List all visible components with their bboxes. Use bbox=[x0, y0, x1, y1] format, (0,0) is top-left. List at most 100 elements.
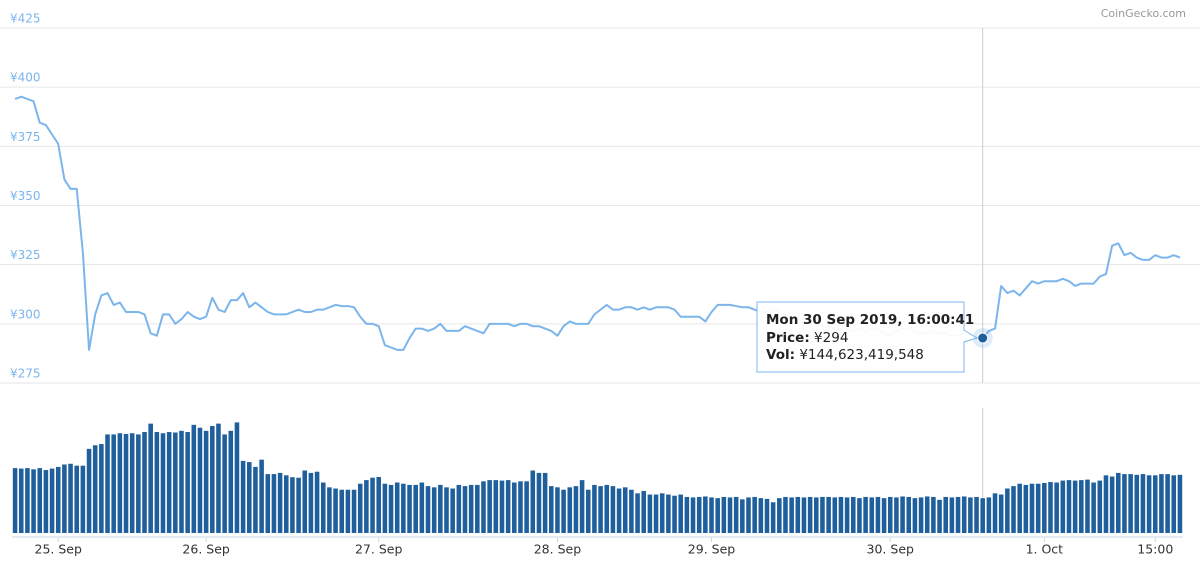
x-tick-label: 26. Sep bbox=[182, 542, 229, 557]
volume-bar bbox=[339, 489, 345, 533]
x-tick-label: 28. Sep bbox=[534, 542, 581, 557]
volume-bar bbox=[1140, 474, 1146, 533]
volume-bar bbox=[345, 489, 351, 533]
volume-bar bbox=[1128, 474, 1133, 533]
volume-bar bbox=[715, 498, 720, 533]
volume-bar bbox=[1079, 480, 1084, 533]
volume-bar bbox=[407, 484, 412, 533]
volume-bar bbox=[86, 448, 92, 533]
volume-bar bbox=[647, 494, 653, 533]
volume-bar bbox=[357, 483, 363, 533]
volume-bar bbox=[709, 497, 714, 533]
volume-bar bbox=[789, 497, 794, 533]
volume-bar bbox=[462, 486, 468, 533]
volume-bar bbox=[265, 474, 271, 533]
volume-bar bbox=[561, 489, 566, 533]
volume-bar bbox=[703, 496, 708, 533]
volume-bar bbox=[1146, 475, 1152, 533]
volume-bar bbox=[493, 480, 499, 533]
volume-bar bbox=[721, 496, 727, 533]
volume-bar bbox=[690, 497, 696, 533]
y-tick-label: ¥400 bbox=[10, 71, 41, 85]
y-tick-label: ¥375 bbox=[10, 130, 41, 144]
volume-bar bbox=[456, 484, 462, 533]
volume-bar bbox=[12, 468, 18, 533]
y-tick-label: ¥275 bbox=[10, 367, 41, 381]
volume-bar bbox=[1011, 486, 1016, 533]
volume-bar bbox=[210, 426, 215, 533]
volume-bar bbox=[1103, 475, 1109, 533]
tooltip-box bbox=[756, 301, 965, 373]
volume-bar bbox=[740, 499, 745, 533]
volume-bar bbox=[1048, 482, 1053, 533]
tooltip-row: Vol: ¥144,623,419,548 bbox=[766, 347, 924, 363]
volume-bar bbox=[900, 496, 905, 533]
volume-bar bbox=[308, 472, 314, 533]
volume-bar bbox=[530, 470, 536, 533]
volume-bar bbox=[968, 497, 973, 533]
y-tick-label: ¥325 bbox=[10, 248, 41, 262]
volume-bar bbox=[1097, 480, 1103, 533]
volume-bar bbox=[955, 496, 961, 533]
volume-bar bbox=[850, 496, 856, 533]
volume-bar bbox=[49, 468, 55, 533]
volume-bar bbox=[641, 490, 647, 533]
volume-bar bbox=[142, 432, 147, 533]
volume-bar bbox=[795, 496, 801, 533]
volume-bar bbox=[585, 489, 591, 533]
volume-bar bbox=[18, 468, 24, 533]
hover-point bbox=[977, 332, 989, 344]
tooltip-row: Price: ¥294 bbox=[766, 330, 848, 346]
volume-bar bbox=[881, 498, 887, 533]
volume-bar bbox=[290, 477, 295, 533]
volume-bar bbox=[1122, 474, 1127, 533]
volume-bar bbox=[622, 487, 628, 533]
volume-bar bbox=[555, 487, 560, 533]
x-tick-label: 15:00 bbox=[1137, 542, 1173, 557]
volume-bar bbox=[450, 488, 455, 533]
volume-bar bbox=[1042, 483, 1047, 533]
volume-bar bbox=[1066, 480, 1072, 533]
tooltip-value: ¥294 bbox=[814, 330, 848, 346]
volume-bar bbox=[129, 433, 135, 533]
volume-bar bbox=[838, 496, 844, 533]
x-tick-label: 30. Sep bbox=[867, 542, 914, 557]
volume-bar bbox=[887, 496, 893, 533]
volume-bar bbox=[943, 496, 948, 533]
volume-bar bbox=[629, 489, 634, 533]
volume-bar bbox=[524, 481, 529, 533]
volume-bar bbox=[253, 466, 258, 533]
volume-bar bbox=[431, 487, 437, 533]
volume-bar bbox=[505, 480, 511, 533]
volume-bar bbox=[598, 486, 603, 533]
volume-bar bbox=[154, 432, 160, 533]
volume-bar bbox=[296, 477, 301, 533]
volume-bar bbox=[542, 472, 548, 533]
volume-bar bbox=[302, 470, 308, 533]
volume-bar bbox=[105, 434, 110, 533]
x-tick-label: 1. Oct bbox=[1026, 542, 1064, 557]
volume-bar bbox=[733, 496, 739, 533]
volume-bar bbox=[234, 422, 240, 533]
volume-bar bbox=[1152, 475, 1158, 533]
volume-bar bbox=[875, 496, 881, 533]
y-tick-label: ¥300 bbox=[10, 307, 41, 321]
tooltip-label: Vol: bbox=[766, 347, 795, 363]
volume-bar bbox=[283, 475, 289, 533]
volume-bar bbox=[68, 463, 73, 533]
volume-bar bbox=[370, 477, 375, 533]
volume-bar bbox=[74, 465, 79, 533]
x-tick-label: 27. Sep bbox=[355, 542, 402, 557]
volume-bar bbox=[327, 487, 332, 533]
volume-bar bbox=[672, 495, 677, 533]
volume-bar bbox=[1165, 474, 1170, 533]
volume-bar bbox=[31, 469, 36, 533]
credit[interactable]: CoinGecko.com bbox=[1101, 7, 1186, 20]
volume-bar bbox=[635, 493, 640, 533]
x-tick-label: 29. Sep bbox=[688, 542, 735, 557]
price-line bbox=[14, 95, 1181, 351]
volume-bar bbox=[413, 484, 418, 533]
volume-bar bbox=[924, 496, 930, 533]
